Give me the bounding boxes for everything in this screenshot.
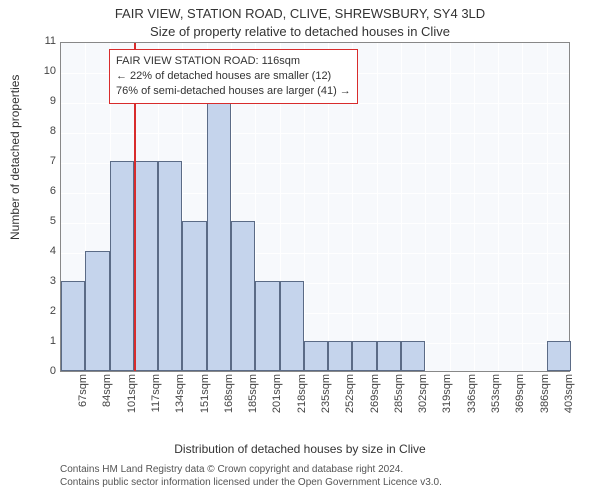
attribution-footer: Contains HM Land Registry data © Crown c… [60, 464, 442, 489]
x-tick-label: 134sqm [174, 374, 186, 424]
footer-line-2: Contains public sector information licen… [60, 477, 442, 490]
annotation-line3: 76% of semi-detached houses are larger (… [116, 84, 351, 99]
histogram-bar [328, 341, 352, 371]
y-tick-label: 11 [6, 35, 56, 47]
x-tick-label: 235sqm [320, 374, 332, 424]
x-tick-label: 117sqm [150, 374, 162, 424]
histogram-bar [110, 161, 134, 371]
x-tick-label: 285sqm [393, 374, 405, 424]
histogram-bar [304, 341, 328, 371]
footer-line-1: Contains HM Land Registry data © Crown c… [60, 464, 442, 477]
y-tick-label: 6 [6, 185, 56, 197]
x-tick-label: 403sqm [563, 374, 575, 424]
y-tick-label: 8 [6, 125, 56, 137]
y-tick-label: 5 [6, 215, 56, 227]
x-tick-label: 185sqm [247, 374, 259, 424]
x-tick-label: 336sqm [466, 374, 478, 424]
histogram-bar [255, 281, 279, 371]
chart-title: FAIR VIEW, STATION ROAD, CLIVE, SHREWSBU… [0, 6, 600, 21]
histogram-bar [182, 221, 206, 371]
gridline-v [498, 43, 499, 371]
x-tick-label: 302sqm [417, 374, 429, 424]
x-tick-label: 101sqm [126, 374, 138, 424]
gridline-v [522, 43, 523, 371]
histogram-bar [280, 281, 304, 371]
y-tick-label: 9 [6, 95, 56, 107]
histogram-bar [134, 161, 158, 371]
gridline-v [474, 43, 475, 371]
x-tick-label: 252sqm [344, 374, 356, 424]
y-tick-label: 0 [6, 365, 56, 377]
x-tick-label: 369sqm [514, 374, 526, 424]
gridline-h [61, 133, 569, 134]
histogram-bar [207, 101, 231, 371]
y-tick-label: 7 [6, 155, 56, 167]
histogram-bar [61, 281, 85, 371]
annotation-line1: FAIR VIEW STATION ROAD: 116sqm [116, 54, 351, 69]
y-tick-label: 3 [6, 275, 56, 287]
x-tick-label: 319sqm [441, 374, 453, 424]
x-tick-label: 218sqm [296, 374, 308, 424]
x-tick-label: 84sqm [101, 374, 113, 424]
x-tick-label: 67sqm [77, 374, 89, 424]
plot-area: FAIR VIEW STATION ROAD: 116sqm ← 22% of … [60, 42, 570, 372]
gridline-v [401, 43, 402, 371]
gridline-v [425, 43, 426, 371]
y-tick-label: 10 [6, 65, 56, 77]
histogram-bar [231, 221, 255, 371]
x-tick-label: 151sqm [199, 374, 211, 424]
annotation-box: FAIR VIEW STATION ROAD: 116sqm ← 22% of … [109, 49, 358, 104]
annotation-line2: ← 22% of detached houses are smaller (12… [116, 69, 351, 84]
y-tick-label: 2 [6, 305, 56, 317]
gridline-v [547, 43, 548, 371]
gridline-v [450, 43, 451, 371]
x-tick-label: 168sqm [223, 374, 235, 424]
x-axis-label: Distribution of detached houses by size … [0, 442, 600, 456]
histogram-bar [158, 161, 182, 371]
histogram-bar [377, 341, 401, 371]
x-tick-label: 201sqm [271, 374, 283, 424]
y-tick-label: 4 [6, 245, 56, 257]
histogram-bar [547, 341, 571, 371]
histogram-bar [85, 251, 109, 371]
x-tick-label: 269sqm [369, 374, 381, 424]
chart-container: FAIR VIEW, STATION ROAD, CLIVE, SHREWSBU… [0, 0, 600, 500]
chart-subtitle: Size of property relative to detached ho… [0, 24, 600, 39]
x-tick-label: 386sqm [539, 374, 551, 424]
gridline-v [377, 43, 378, 371]
histogram-bar [352, 341, 376, 371]
y-tick-label: 1 [6, 335, 56, 347]
x-tick-label: 353sqm [490, 374, 502, 424]
histogram-bar [401, 341, 425, 371]
